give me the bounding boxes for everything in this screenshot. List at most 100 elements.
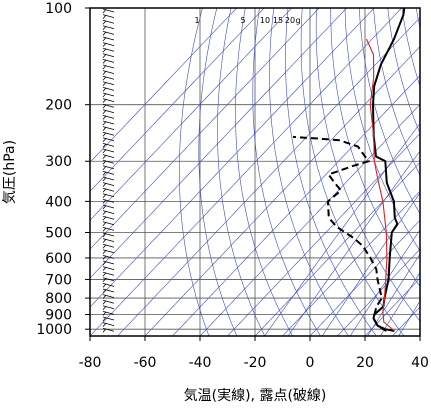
wind-barb [102,260,115,265]
wind-barb [102,75,115,80]
wind-barb-flag [102,65,107,70]
wind-barb-flag [102,261,107,266]
x-tick-label: -40 [189,355,212,371]
wind-barb [102,182,115,186]
y-tick-label: 900 [45,307,72,323]
x-tick-label: -80 [79,355,102,371]
mixing-ratio-line [349,229,420,336]
isotherm-line [90,8,347,279]
isotherm-line [90,8,375,308]
wind-barb-flag [102,222,107,227]
dry-adiabat-line [198,8,238,336]
mixing-ratio-line [379,272,420,336]
wind-barb-flag [102,126,107,131]
mixing-ratio-label: 5 [240,16,245,25]
wind-barb-flag [102,93,107,98]
series-layer [292,8,406,332]
y-tick-label: 600 [45,251,72,267]
wind-barb [102,176,115,181]
wind-barb [102,316,115,321]
dry-adiabat-line [217,8,266,336]
y-tick-label: 1000 [36,322,72,338]
isotherm-line [172,75,420,336]
y-axis-title: 気圧(hPa) [2,140,18,204]
dry-adiabat-line [344,8,420,252]
wind-barb-flag [102,294,107,299]
y-tick-label: 200 [45,98,72,114]
dry-adiabat-line [315,8,420,322]
mixing-ratio-label: g [295,16,300,25]
isotherm-line [227,132,420,336]
wind-barb [102,271,115,276]
wind-barb-flag [102,115,107,120]
wind-barb [102,327,115,332]
wind-barb [102,8,115,13]
dry-adiabat-line [358,8,420,215]
wind-barb [102,154,115,158]
isotherm-line [90,8,265,192]
guide-layer [90,8,420,336]
mixing-ratio-label: 20 [285,16,295,25]
x-axis-title: 気温(実線), 露点(破線) [184,388,327,404]
wind-barb [102,204,115,209]
y-tick-label: 700 [45,272,72,288]
dry-adiabat-line [330,8,420,287]
wind-barb [102,232,115,237]
wind-barb-flag [102,205,107,210]
dewpoint-profile-line [292,135,387,332]
x-tick-label: -20 [244,355,267,371]
wind-barb-flag [102,154,107,159]
isotherm-line [364,277,420,336]
wind-barb [102,243,115,248]
wind-barb-flag [102,328,107,333]
wind-barb [102,109,115,114]
wind-barb [102,47,115,52]
wind-barb-flag [102,250,107,255]
y-tick-label: 100 [45,1,72,17]
dry-adiabat-line [252,8,321,336]
wind-barb-flag [102,26,107,31]
wind-barb [102,171,115,175]
wind-barb [102,87,115,91]
wind-barb [102,227,115,231]
wind-barb-flag [102,177,107,182]
wind-barb-flag [102,42,107,47]
wind-barb [102,126,115,130]
wind-barb [102,64,115,69]
wind-barb-flag [102,306,107,311]
wind-barb-flag [102,143,107,148]
wind-barb-flag [102,255,107,260]
mixing-ratio-line [321,192,420,336]
wind-barb-flag [102,266,107,271]
wind-barb [102,25,115,30]
wind-barb-flag [102,104,107,109]
mixing-ratio-line [264,122,420,336]
wind-barb [102,210,115,214]
y-tick-label: 800 [45,291,72,307]
wind-barb-flag [102,20,107,25]
wind-barb-flag [102,182,107,187]
isotherm-line [90,8,402,336]
wind-barb-flag [102,272,107,277]
dry-adiabat-line [300,8,405,336]
wind-barb [102,159,115,164]
wind-barb-flag [102,317,107,322]
mixing-ratio-label: 1 [194,16,199,25]
wind-barb [102,98,115,102]
wind-barb-flag [102,300,107,305]
isotherm-line [254,161,420,336]
wind-barb-flag [102,311,107,316]
wind-barb [102,305,115,310]
mixing-ratio-labels: 1 5 10 15 20 g [194,16,300,25]
wind-barb [102,120,115,125]
wind-barb [102,266,115,270]
wind-barb [102,143,115,147]
wind-barb-flag [102,82,107,87]
isotherm-line [337,248,420,336]
isotherm-line [144,46,420,336]
wind-barb-flag [102,59,107,64]
isotherm-line [419,335,420,336]
wind-barb-flag [102,233,107,238]
wind-barb-flag [102,216,107,221]
